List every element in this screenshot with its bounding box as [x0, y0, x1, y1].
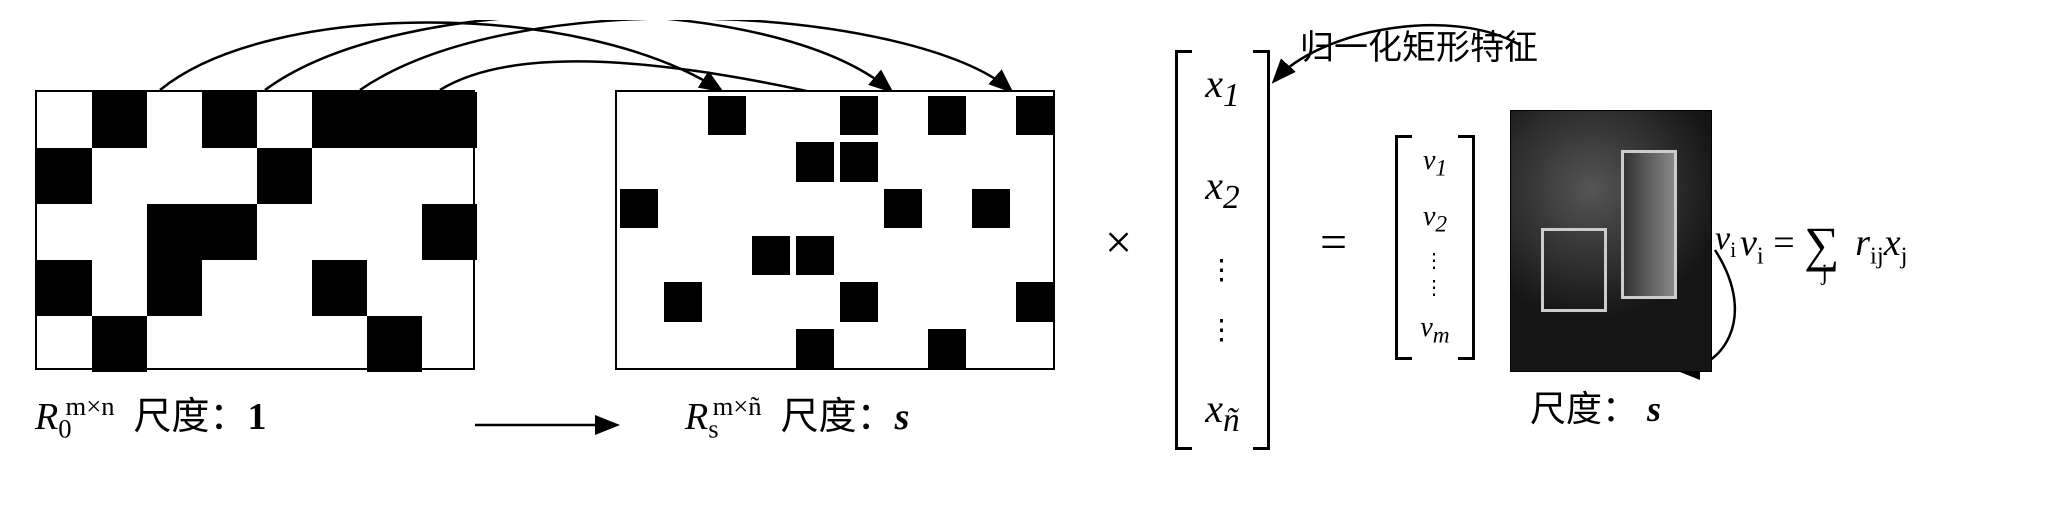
matrix-cell [37, 148, 92, 204]
matrix-cell [708, 96, 745, 136]
vector-item: ⋮ [1208, 324, 1238, 338]
vi-label: vi [1715, 220, 1736, 263]
sample-image [1510, 110, 1712, 372]
normalization-label: 归一化矩形特征 [1300, 20, 1538, 69]
matrix-cell [972, 189, 1009, 229]
matrix-cell [257, 148, 312, 204]
matrix-cell [928, 96, 965, 136]
matrix-cell [202, 92, 257, 148]
vector-item: v1 [1423, 145, 1447, 183]
matrix-cell [620, 189, 657, 229]
vector-item: xñ [1205, 385, 1239, 440]
times-operator: × [1105, 215, 1132, 270]
matrix-cell [92, 316, 147, 372]
equation: vi = ∑j rijxj [1740, 210, 1907, 271]
vector-item: vm [1420, 312, 1449, 350]
matrix-cell [796, 329, 833, 369]
matrix-cell [796, 142, 833, 182]
matrix-cell [202, 204, 257, 260]
v-vector: v1 v2 ⋮ ⋮ vm [1395, 135, 1475, 360]
matrix-cell [147, 204, 202, 260]
matrix-cell [796, 236, 833, 276]
matrix-rs [615, 90, 1055, 370]
matrix-cell [840, 96, 877, 136]
feature-rect-1 [1541, 228, 1607, 312]
matrix-r0-caption: R0m×n 尺度：1 [35, 385, 267, 445]
matrix-cell [312, 92, 367, 148]
matrix-rs-caption: Rsm×ñ 尺度：s [685, 385, 909, 445]
arrow [265, 20, 890, 90]
vector-item: ⋮ [1208, 264, 1238, 278]
matrix-cell [367, 316, 422, 372]
vector-item: ⋮ [1424, 257, 1446, 267]
sample-image-caption: 尺度： s [1530, 380, 1661, 432]
equals-operator: = [1320, 215, 1347, 270]
matrix-cell [312, 260, 367, 316]
matrix-cell [147, 260, 202, 316]
matrix-cell [928, 329, 965, 369]
matrix-cell [884, 189, 921, 229]
feature-rect-2 [1621, 150, 1677, 299]
matrix-cell [1016, 282, 1053, 322]
matrix-cell [92, 92, 147, 148]
matrix-cell [367, 92, 422, 148]
matrix-cell [37, 260, 92, 316]
matrix-cell [840, 142, 877, 182]
vector-item: ⋮ [1424, 284, 1446, 294]
matrix-cell [840, 282, 877, 322]
diagram-root: R0m×n 尺度：1 Rsm×ñ 尺度：s × x1 x2 ⋮ ⋮ xñ = v1 v2 ⋮… [20, 20, 2035, 504]
matrix-cell [422, 204, 477, 260]
vector-item: x2 [1205, 162, 1239, 217]
vector-item: v2 [1423, 201, 1447, 239]
matrix-cell [1016, 96, 1053, 136]
matrix-cell [422, 92, 477, 148]
arrow [360, 20, 1010, 90]
matrix-cell [664, 282, 701, 322]
vector-item: x1 [1205, 60, 1239, 115]
arrow [160, 23, 720, 91]
matrix-r0 [35, 90, 475, 370]
matrix-cell [752, 236, 789, 276]
x-vector: x1 x2 ⋮ ⋮ xñ [1175, 50, 1270, 450]
